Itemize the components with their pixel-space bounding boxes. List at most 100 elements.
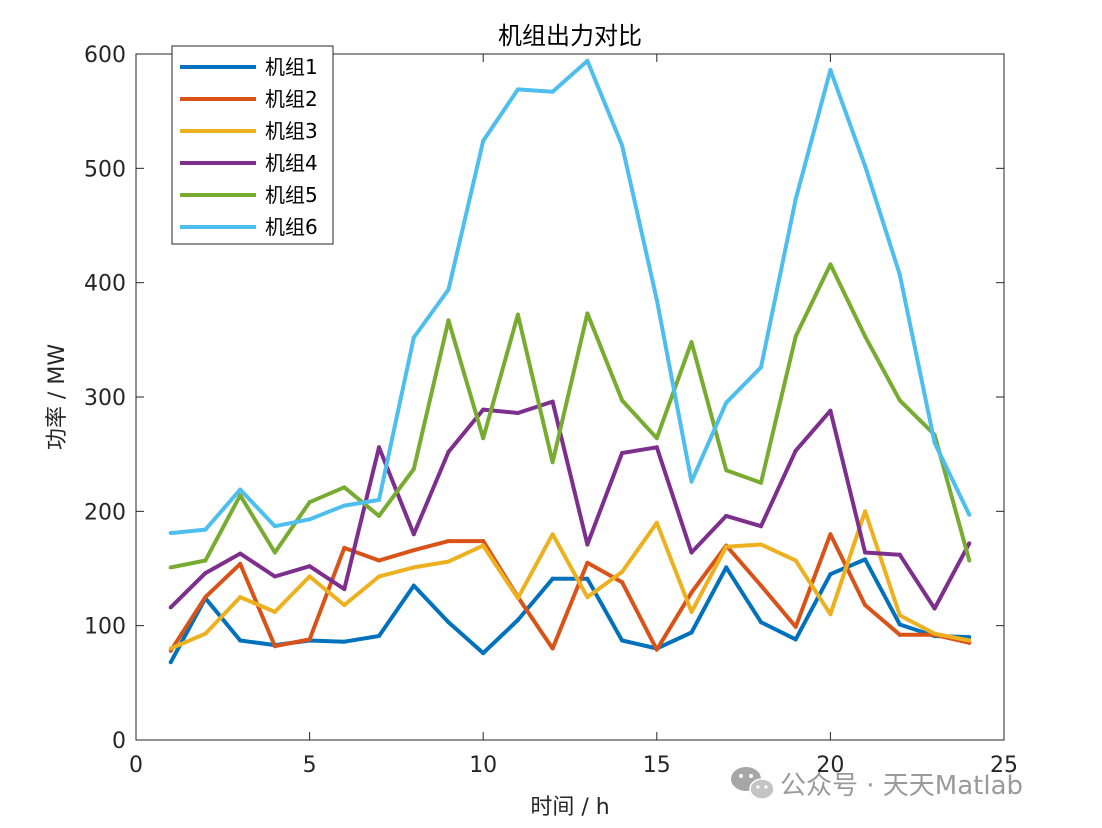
legend-item: 机组5 bbox=[180, 183, 318, 207]
data-point bbox=[585, 311, 590, 316]
data-point bbox=[377, 497, 382, 502]
data-point bbox=[446, 539, 451, 544]
data-point bbox=[585, 542, 590, 547]
x-tick-label: 25 bbox=[990, 753, 1018, 778]
legend-item: 机组1 bbox=[180, 55, 318, 79]
data-point bbox=[793, 558, 798, 563]
data-point bbox=[481, 543, 486, 548]
wechat-icon bbox=[731, 767, 775, 800]
data-point bbox=[446, 620, 451, 625]
watermark: 公众号 · 天天Matlab bbox=[731, 767, 1023, 801]
data-point bbox=[377, 574, 382, 579]
legend-label: 机组3 bbox=[265, 119, 318, 143]
data-point bbox=[654, 647, 659, 652]
data-point bbox=[758, 480, 763, 485]
data-point bbox=[724, 400, 729, 405]
y-tick-label: 500 bbox=[84, 157, 126, 182]
tick-layer: 0 5 10 15 20 25 0 100 200 300 400 500 600 bbox=[84, 43, 1018, 778]
data-point bbox=[585, 58, 590, 63]
data-point bbox=[446, 287, 451, 292]
data-point bbox=[307, 574, 312, 579]
y-tick-label: 200 bbox=[84, 500, 126, 525]
legend-item: 机组4 bbox=[180, 151, 318, 175]
data-point bbox=[203, 558, 208, 563]
data-point bbox=[724, 468, 729, 473]
data-point bbox=[654, 297, 659, 302]
data-point bbox=[377, 558, 382, 563]
series-3 bbox=[168, 509, 972, 651]
data-point bbox=[550, 576, 555, 581]
data-point bbox=[793, 197, 798, 202]
data-point bbox=[585, 595, 590, 600]
data-point bbox=[342, 545, 347, 550]
series-line bbox=[169, 532, 970, 652]
data-point bbox=[863, 603, 868, 608]
data-point bbox=[620, 638, 625, 643]
data-point bbox=[793, 448, 798, 453]
data-point bbox=[550, 89, 555, 94]
data-point bbox=[342, 639, 347, 644]
x-tick-label: 20 bbox=[816, 753, 844, 778]
data-point bbox=[897, 398, 902, 403]
data-point bbox=[307, 500, 312, 505]
data-point bbox=[411, 467, 416, 472]
data-point bbox=[307, 517, 312, 522]
data-point bbox=[828, 408, 833, 413]
data-point bbox=[203, 595, 208, 600]
data-point bbox=[793, 637, 798, 642]
series-line bbox=[169, 399, 972, 611]
data-point bbox=[863, 334, 868, 339]
data-point bbox=[689, 340, 694, 345]
legend-item: 机组2 bbox=[180, 87, 318, 111]
x-tick-label: 15 bbox=[643, 753, 671, 778]
data-point bbox=[203, 527, 208, 532]
data-point bbox=[238, 487, 243, 492]
data-point bbox=[620, 569, 625, 574]
data-point bbox=[620, 580, 625, 585]
x-tick-label: 10 bbox=[469, 753, 497, 778]
y-tick-label: 600 bbox=[84, 43, 126, 68]
data-point bbox=[897, 632, 902, 637]
data-point bbox=[168, 646, 173, 651]
data-point bbox=[550, 532, 555, 537]
data-point bbox=[932, 440, 937, 445]
data-point bbox=[307, 564, 312, 569]
series-6 bbox=[168, 58, 972, 536]
data-point bbox=[446, 318, 451, 323]
data-point bbox=[967, 512, 972, 517]
legend-item: 机组6 bbox=[180, 215, 318, 239]
data-point bbox=[828, 572, 833, 577]
data-point bbox=[411, 565, 416, 570]
data-point bbox=[168, 565, 173, 570]
data-point bbox=[168, 531, 173, 536]
data-point bbox=[689, 550, 694, 555]
legend-label: 机组2 bbox=[265, 87, 318, 111]
legend-label: 机组6 bbox=[265, 215, 318, 239]
data-point bbox=[481, 651, 486, 656]
data-point bbox=[238, 595, 243, 600]
data-point bbox=[272, 574, 277, 579]
data-point bbox=[272, 644, 277, 649]
data-point bbox=[654, 436, 659, 441]
data-point bbox=[550, 460, 555, 465]
data-point bbox=[342, 587, 347, 592]
data-point bbox=[689, 590, 694, 595]
data-point bbox=[342, 603, 347, 608]
y-tick-label: 100 bbox=[84, 615, 126, 640]
data-point bbox=[238, 561, 243, 566]
data-point bbox=[238, 493, 243, 498]
data-point bbox=[272, 550, 277, 555]
data-point bbox=[515, 411, 520, 416]
data-point bbox=[932, 631, 937, 636]
data-point bbox=[758, 583, 763, 588]
data-point bbox=[758, 542, 763, 547]
data-point bbox=[377, 445, 382, 450]
data-point bbox=[758, 620, 763, 625]
legend-item: 机组3 bbox=[180, 119, 318, 143]
data-point bbox=[550, 646, 555, 651]
data-point bbox=[828, 68, 833, 73]
data-point bbox=[307, 637, 312, 642]
data-point bbox=[967, 638, 972, 643]
data-point bbox=[238, 638, 243, 643]
